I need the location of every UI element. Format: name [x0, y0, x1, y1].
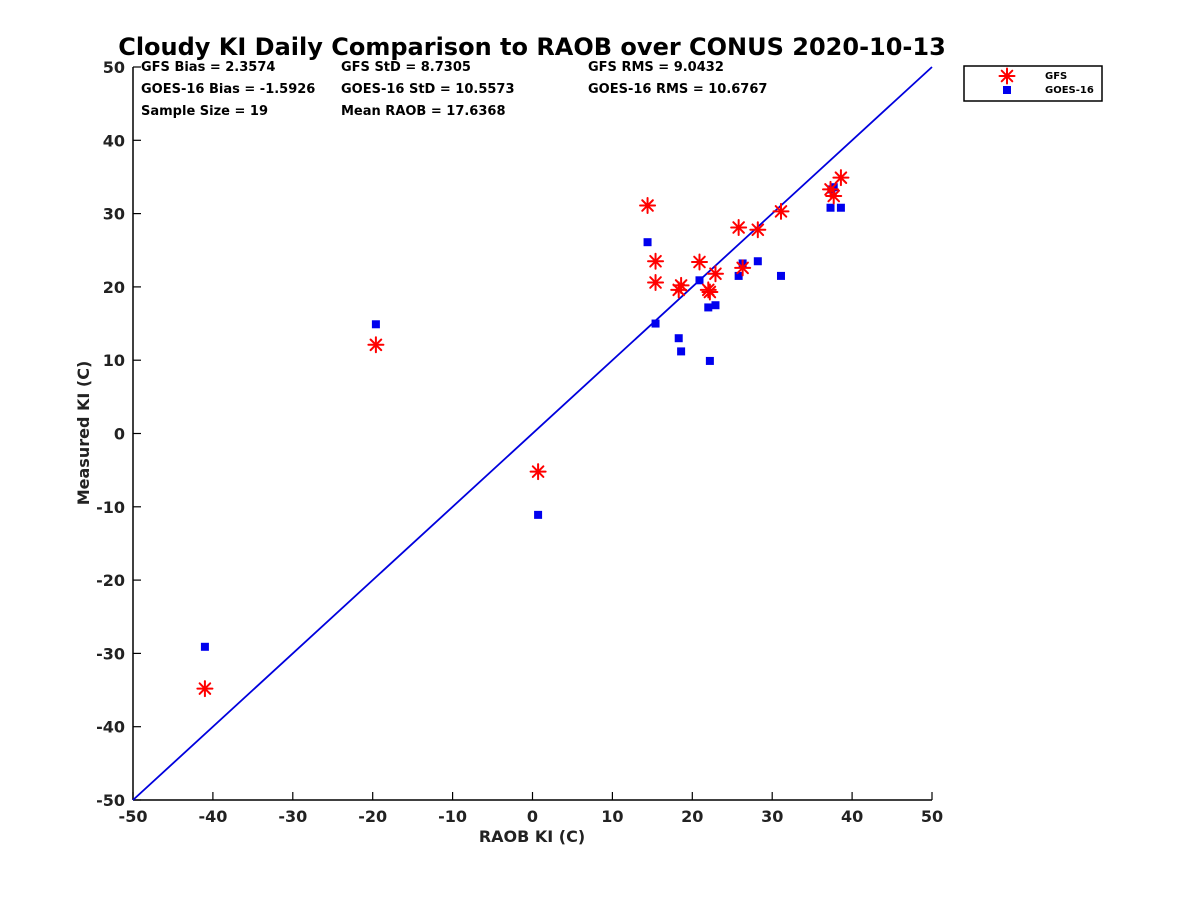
stat-sample-size: Sample Size = 19 [141, 104, 268, 119]
y-tick-label: 40 [103, 131, 125, 150]
gfs-point [772, 202, 790, 220]
y-tick-label: 10 [103, 351, 125, 370]
gfs-point [832, 169, 850, 187]
goes16-point [734, 271, 743, 280]
x-tick-label: 40 [841, 807, 863, 826]
goes16-point [643, 238, 652, 247]
axes: -50 -40 -30 -20 -10 0 10 20 30 40 50 50 40 30 20 10 0 -10… [96, 58, 943, 826]
x-tick-label: 20 [681, 807, 703, 826]
x-tick-label: 0 [527, 807, 538, 826]
y-tick-label: -20 [96, 571, 125, 590]
stat-goes-std: GOES-16 StD = 10.5573 [341, 82, 515, 97]
goes16-point [826, 203, 835, 212]
y-tick-label: -10 [96, 498, 125, 517]
goes16-point [704, 303, 713, 312]
legend-gfs-marker [998, 67, 1016, 85]
stats-block: GFS Bias = 2.3574 GFS StD = 8.7305 GFS R… [141, 60, 767, 119]
gfs-point [701, 283, 719, 301]
y-axis-title: Measured KI (C) [74, 361, 93, 506]
goes16-point [677, 347, 686, 356]
goes16-point [705, 356, 714, 365]
gfs-point [749, 221, 767, 239]
goes16-point [651, 319, 660, 328]
gfs-point [734, 259, 752, 277]
x-tick-label: -50 [119, 807, 148, 826]
goes16-point [836, 203, 845, 212]
x-tick-label: -40 [198, 807, 227, 826]
legend-box [963, 65, 1103, 102]
y-tick-label: 20 [103, 278, 125, 297]
gfs-point [647, 274, 665, 292]
gfs-point [730, 219, 748, 237]
gfs-point [367, 336, 385, 354]
x-tick-label: 50 [921, 807, 943, 826]
x-tick-label: -20 [358, 807, 387, 826]
chart-title: Cloudy KI Daily Comparison to RAOB over … [118, 33, 946, 61]
stat-mean-raob: Mean RAOB = 17.6368 [341, 104, 506, 119]
gfs-point [672, 276, 690, 294]
gfs-point [690, 253, 708, 271]
gfs-point [196, 680, 214, 698]
goes16-point [776, 271, 785, 280]
legend: GFS GOES-16 [963, 65, 1103, 102]
goes16-point [371, 320, 380, 329]
x-tick-label: -10 [438, 807, 467, 826]
x-axis-title: RAOB KI (C) [479, 827, 585, 846]
gfs-point [706, 265, 724, 283]
gfs-point [822, 180, 840, 198]
y-tick-label: -30 [96, 644, 125, 663]
goes16-point [200, 642, 209, 651]
x-tick-label: 10 [601, 807, 623, 826]
x-tick-label: 30 [761, 807, 783, 826]
y-tick-label: 0 [114, 425, 125, 444]
goes16-point [753, 257, 762, 266]
stat-gfs-bias: GFS Bias = 2.3574 [141, 60, 275, 75]
legend-goes16-marker [1003, 86, 1011, 94]
x-tick-label: -30 [278, 807, 307, 826]
gfs-point [647, 252, 665, 270]
legend-gfs-label: GFS [1045, 71, 1067, 82]
goes16-point [674, 334, 683, 343]
gfs-point [639, 197, 657, 215]
goes16-point [695, 276, 704, 285]
stat-goes-rms: GOES-16 RMS = 10.6767 [588, 82, 767, 97]
gfs-point [529, 463, 547, 481]
y-tick-label: 30 [103, 205, 125, 224]
data-points [196, 169, 850, 698]
one-to-one-line [132, 66, 933, 801]
reference-line-group [132, 66, 933, 801]
y-tick-label: -40 [96, 718, 125, 737]
gfs-point [825, 187, 843, 205]
stat-gfs-rms: GFS RMS = 9.0432 [588, 60, 724, 75]
goes16-point [534, 510, 543, 519]
y-tick-label: 50 [103, 58, 125, 77]
y-tick-label: -50 [96, 791, 125, 810]
goes16-point [711, 301, 720, 310]
stat-gfs-std: GFS StD = 8.7305 [341, 60, 471, 75]
stat-goes-bias: GOES-16 Bias = -1.5926 [141, 82, 315, 97]
legend-goes16-label: GOES-16 [1045, 85, 1094, 96]
